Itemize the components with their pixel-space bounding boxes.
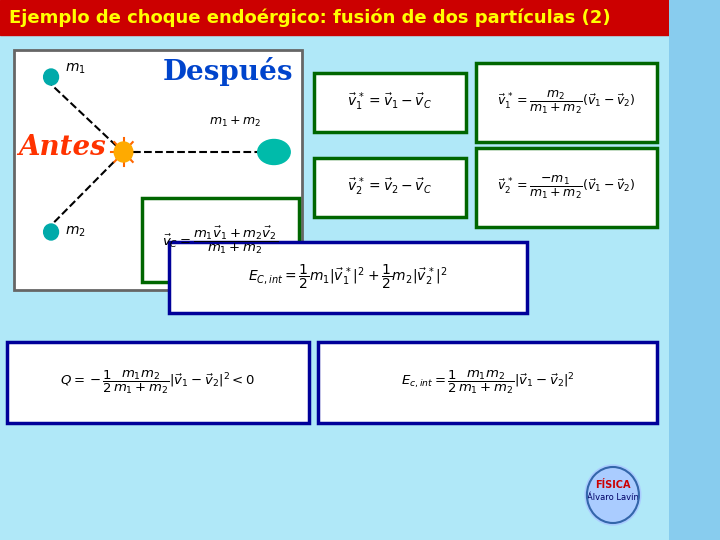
Text: $m_2$: $m_2$ bbox=[65, 225, 86, 239]
Text: $E_{c,int} = \dfrac{1}{2}\dfrac{m_1 m_2}{m_1+m_2}|\vec{v}_1 - \vec{v}_2|^2$: $E_{c,int} = \dfrac{1}{2}\dfrac{m_1 m_2}… bbox=[400, 368, 575, 396]
Text: FÍSICA: FÍSICA bbox=[595, 480, 631, 490]
Bar bbox=[0, 0, 669, 35]
Text: Álvaro Lavín: Álvaro Lavín bbox=[587, 493, 639, 502]
Circle shape bbox=[44, 224, 58, 240]
FancyBboxPatch shape bbox=[477, 148, 657, 227]
FancyBboxPatch shape bbox=[318, 342, 657, 423]
Text: $m_1$: $m_1$ bbox=[65, 62, 86, 76]
FancyBboxPatch shape bbox=[314, 73, 466, 132]
Text: Después: Después bbox=[163, 57, 293, 86]
FancyBboxPatch shape bbox=[6, 342, 309, 423]
Text: $\vec{v}_1^{\,*} = \vec{v}_1 - \vec{v}_C$: $\vec{v}_1^{\,*} = \vec{v}_1 - \vec{v}_C… bbox=[348, 91, 433, 113]
Text: $m_1+m_2$: $m_1+m_2$ bbox=[209, 115, 261, 129]
FancyBboxPatch shape bbox=[142, 198, 299, 282]
Text: $\vec{v}_C = \dfrac{m_1\vec{v}_1 + m_2\vec{v}_2}{m_1 + m_2}$: $\vec{v}_C = \dfrac{m_1\vec{v}_1 + m_2\v… bbox=[162, 224, 278, 256]
Text: Ejemplo de choque endoérgico: fusión de dos partículas (2): Ejemplo de choque endoérgico: fusión de … bbox=[9, 9, 611, 27]
Text: $Q = -\dfrac{1}{2}\dfrac{m_1 m_2}{m_1+m_2}|\vec{v}_1 - \vec{v}_2|^2 < 0$: $Q = -\dfrac{1}{2}\dfrac{m_1 m_2}{m_1+m_… bbox=[60, 368, 256, 396]
Circle shape bbox=[585, 465, 641, 525]
FancyBboxPatch shape bbox=[477, 63, 657, 142]
FancyBboxPatch shape bbox=[314, 158, 466, 217]
Text: Antes: Antes bbox=[19, 134, 107, 161]
Text: $\vec{v}_2^{\,*} = \vec{v}_2 - \vec{v}_C$: $\vec{v}_2^{\,*} = \vec{v}_2 - \vec{v}_C… bbox=[348, 176, 433, 198]
FancyBboxPatch shape bbox=[14, 50, 302, 290]
Circle shape bbox=[44, 69, 58, 85]
Text: $\vec{v}_2^{\,*} = \dfrac{-m_1}{m_1+m_2}(\vec{v}_1 - \vec{v}_2)$: $\vec{v}_2^{\,*} = \dfrac{-m_1}{m_1+m_2}… bbox=[498, 173, 636, 200]
Text: $E_{C,int} = \dfrac{1}{2}m_1|\vec{v}_1^{\,*}|^2 + \dfrac{1}{2}m_2|\vec{v}_2^{\,*: $E_{C,int} = \dfrac{1}{2}m_1|\vec{v}_1^{… bbox=[248, 263, 448, 291]
Ellipse shape bbox=[258, 139, 290, 165]
Text: $\vec{v}_1^{\,*} = \dfrac{m_2}{m_1+m_2}(\vec{v}_1 - \vec{v}_2)$: $\vec{v}_1^{\,*} = \dfrac{m_2}{m_1+m_2}(… bbox=[498, 89, 636, 116]
Circle shape bbox=[114, 142, 132, 162]
FancyBboxPatch shape bbox=[169, 242, 528, 313]
